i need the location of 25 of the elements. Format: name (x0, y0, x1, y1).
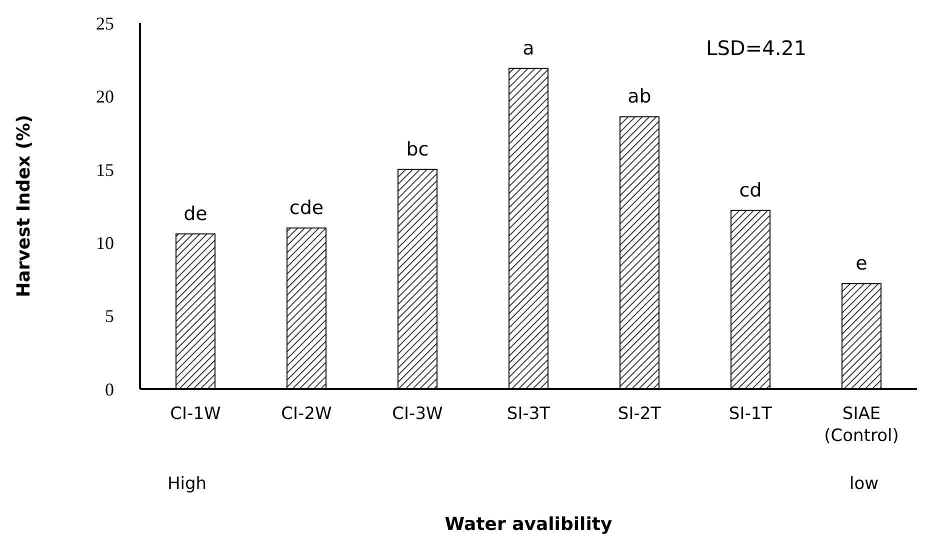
x-tick-label: SI-2T (618, 404, 662, 424)
annotation: bc (406, 138, 429, 160)
y-tick-label: 25 (96, 13, 114, 34)
annotation: a (522, 37, 534, 60)
x-tick-label: CI-2W (281, 404, 332, 424)
annotation: cde (289, 196, 324, 219)
annotation: cd (739, 179, 762, 202)
x-tick-label: CI-1W (170, 404, 222, 424)
text: low (850, 474, 879, 494)
x-tick-label: CI-3W (392, 404, 444, 424)
y-tick-label: 5 (105, 306, 114, 326)
annotation: LSD=4.21 (706, 36, 807, 60)
y-tick-label: 20 (96, 86, 114, 107)
annotation: de (184, 202, 208, 225)
y-tick-label: 10 (96, 232, 114, 253)
x-tick-label: SI-3T (506, 404, 551, 424)
y-tick-label: 0 (105, 379, 114, 400)
x-tick-label: SI-1T (728, 404, 773, 424)
y-tick-label: 15 (96, 160, 114, 180)
x-tick-label: SIAE (Control) (824, 404, 899, 446)
x-axis-title: Water avalibility (444, 514, 614, 535)
text: High (168, 474, 207, 494)
annotation: e (856, 252, 868, 275)
y-axis-title: Harvest Index (%) (13, 114, 34, 298)
annotation: ab (628, 86, 652, 108)
